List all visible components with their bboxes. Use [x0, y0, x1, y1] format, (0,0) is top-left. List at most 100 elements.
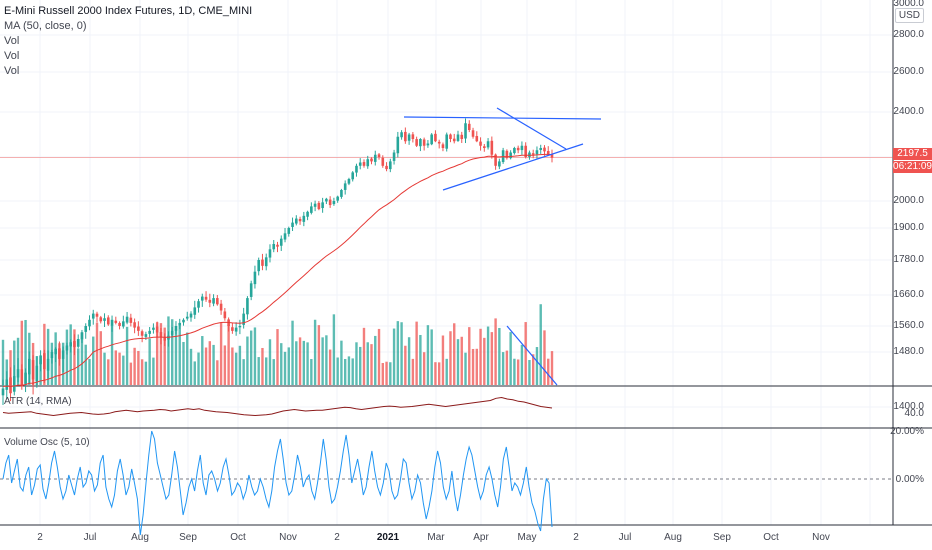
candle-body [58, 348, 61, 359]
candle-body [411, 134, 415, 139]
volume-bar [509, 332, 512, 385]
candle-body [498, 161, 501, 167]
volume-bar [201, 336, 204, 385]
candle-body [343, 183, 347, 190]
candle-body [550, 154, 554, 158]
volume-bar [490, 332, 494, 385]
candle-body [219, 303, 223, 311]
candle-body [456, 134, 460, 141]
candle-body [114, 320, 118, 323]
volume-bar [460, 336, 463, 385]
candle-body [99, 317, 103, 322]
candle-body [407, 134, 411, 141]
volume-bar [419, 334, 422, 385]
volume-bar [140, 359, 144, 385]
candle-body [1, 388, 5, 396]
candle-body [419, 139, 422, 147]
candle-body [65, 345, 69, 351]
volume-bar [362, 327, 366, 385]
atr-pane-label[interactable]: ATR (14, RMA) [4, 396, 72, 407]
volume-bar [88, 358, 91, 385]
time-axis-tick: Sep [713, 532, 731, 543]
volume-bar [118, 352, 121, 385]
volume-bar [272, 359, 275, 385]
candle-body [103, 318, 106, 321]
candle-body [520, 145, 524, 151]
volume-bar [189, 348, 193, 385]
candle-body [535, 150, 539, 155]
candle-body [467, 123, 471, 130]
volume-bar [298, 337, 302, 385]
volume-bar [531, 354, 535, 385]
legend-vol-3[interactable]: Vol [4, 65, 20, 77]
candle-body [370, 158, 373, 162]
volume-bar [471, 348, 475, 385]
candle-body [264, 257, 268, 267]
volume-bar [366, 342, 369, 385]
candle-body [546, 151, 550, 155]
candle-body [159, 332, 163, 338]
volume-bar [475, 348, 478, 385]
candle-body [76, 339, 80, 347]
candle-body [163, 337, 166, 341]
volume-bar [174, 329, 178, 385]
time-axis-tick: Nov [279, 532, 297, 543]
volume-bar [242, 359, 245, 385]
osc-line [2, 430, 553, 536]
currency-button[interactable]: USD [894, 8, 924, 23]
price-axis-tick: 1780.0 [893, 254, 924, 265]
candle-body [182, 319, 185, 323]
volume-bar [437, 362, 441, 385]
price-axis-tick: 1660.0 [893, 289, 924, 300]
candle-body [317, 202, 321, 210]
candle-body [358, 162, 362, 166]
candle-body [106, 317, 110, 325]
volume-bar [456, 339, 460, 385]
time-axis-tick: Jul [83, 532, 97, 543]
candle-body [69, 342, 72, 347]
candle-body [223, 311, 227, 319]
volume-bar [216, 360, 219, 385]
candle-body [170, 330, 174, 335]
volume-bar [336, 357, 339, 385]
candle-body [494, 154, 497, 166]
volume-bar [453, 323, 456, 385]
candle-body [422, 139, 426, 146]
volume-bar [494, 318, 497, 385]
volume-bar [483, 337, 486, 385]
time-axis-tick: Nov [812, 532, 830, 543]
candle-body [73, 341, 76, 348]
price-axis-tick: 2000.0 [893, 195, 924, 206]
candle-body [144, 334, 148, 337]
candle-body [88, 319, 91, 327]
legend-ma[interactable]: MA (50, close, 0) [4, 20, 87, 32]
legend-vol-1[interactable]: Vol [4, 35, 20, 47]
volume-bar [261, 347, 264, 385]
atr-line [2, 396, 553, 417]
candle-body [91, 313, 95, 319]
candle-body [434, 133, 437, 142]
candle-body [513, 148, 516, 154]
volume-bar [464, 352, 467, 385]
volume-bar [238, 345, 242, 385]
volume-bar [377, 328, 381, 385]
volume-bar [197, 352, 200, 385]
candle-body [137, 326, 140, 331]
volume-bar [449, 331, 452, 385]
volume-bar [133, 347, 136, 385]
candle-body [43, 353, 46, 370]
volume-bar [208, 341, 212, 385]
candle-body [385, 165, 388, 170]
volume-bar [283, 351, 287, 385]
price-axis-tick: 1400.0 [893, 401, 924, 412]
price-axis-tick: 2400.0 [893, 106, 924, 117]
candle-body [216, 298, 219, 305]
osc-pane-label[interactable]: Volume Osc (5, 10) [4, 437, 90, 448]
volume-bar [468, 327, 471, 385]
symbol-title[interactable]: E-Mini Russell 2000 Index Futures, 1D, C… [4, 5, 253, 17]
volume-bar [430, 329, 433, 385]
volume-bar [253, 327, 257, 385]
legend-vol-2[interactable]: Vol [4, 50, 20, 62]
candle-body [279, 238, 283, 246]
